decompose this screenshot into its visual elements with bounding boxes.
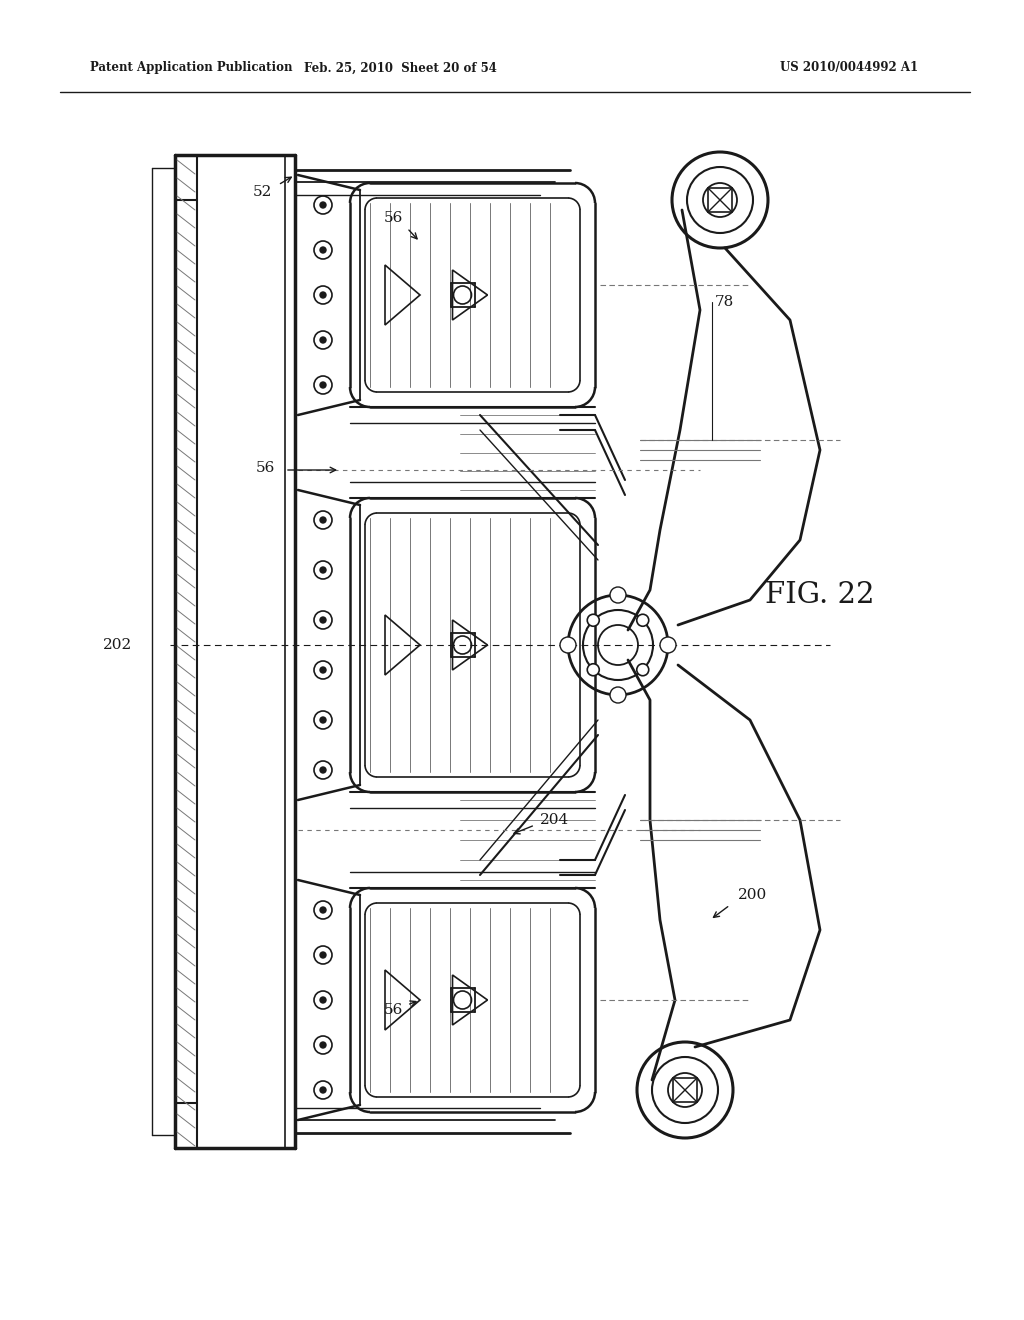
Circle shape — [660, 638, 676, 653]
Circle shape — [319, 568, 326, 573]
Circle shape — [319, 907, 326, 913]
Circle shape — [587, 614, 599, 626]
Text: US 2010/0044992 A1: US 2010/0044992 A1 — [780, 62, 919, 74]
Text: 200: 200 — [738, 888, 767, 902]
Text: 56: 56 — [383, 211, 402, 224]
Text: 202: 202 — [103, 638, 133, 652]
Circle shape — [319, 247, 326, 253]
Circle shape — [319, 202, 326, 209]
Circle shape — [319, 997, 326, 1003]
Text: 56: 56 — [255, 461, 274, 475]
Text: 204: 204 — [540, 813, 569, 828]
Circle shape — [637, 614, 649, 626]
Circle shape — [610, 587, 626, 603]
Text: FIG. 22: FIG. 22 — [765, 581, 874, 609]
Circle shape — [319, 952, 326, 958]
Text: Feb. 25, 2010  Sheet 20 of 54: Feb. 25, 2010 Sheet 20 of 54 — [303, 62, 497, 74]
Circle shape — [587, 664, 599, 676]
Circle shape — [319, 667, 326, 673]
Circle shape — [319, 292, 326, 298]
Circle shape — [560, 638, 575, 653]
Text: 56: 56 — [383, 1003, 402, 1016]
Circle shape — [319, 1086, 326, 1093]
Circle shape — [319, 616, 326, 623]
Circle shape — [319, 337, 326, 343]
Text: Patent Application Publication: Patent Application Publication — [90, 62, 293, 74]
Circle shape — [319, 517, 326, 523]
Circle shape — [319, 381, 326, 388]
Circle shape — [319, 767, 326, 774]
Text: 78: 78 — [715, 294, 734, 309]
Circle shape — [610, 686, 626, 704]
Text: 52: 52 — [252, 185, 271, 199]
Circle shape — [319, 717, 326, 723]
Circle shape — [319, 1041, 326, 1048]
Circle shape — [637, 664, 649, 676]
